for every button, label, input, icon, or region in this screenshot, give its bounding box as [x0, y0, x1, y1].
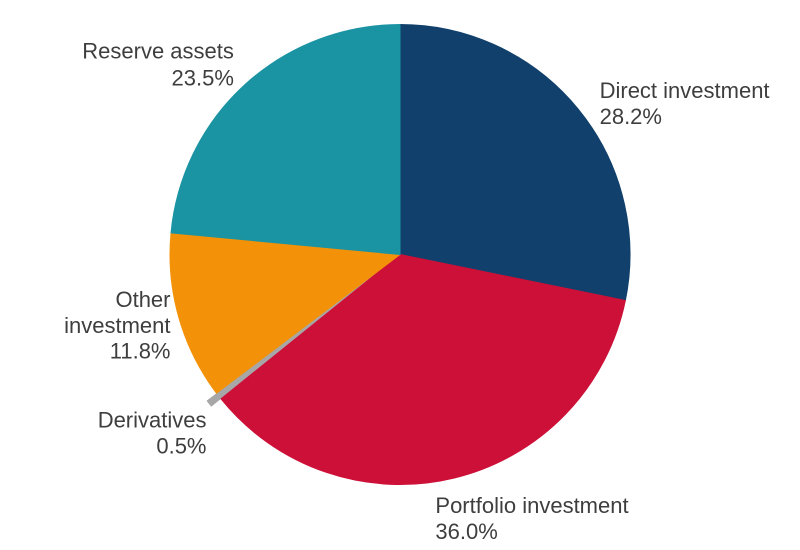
svg-text:28.2%: 28.2%: [600, 104, 662, 129]
svg-text:23.5%: 23.5%: [172, 65, 234, 90]
svg-text:Other: Other: [115, 287, 170, 312]
svg-text:11.8%: 11.8%: [110, 339, 171, 364]
svg-text:investment: investment: [64, 313, 170, 338]
svg-text:36.0%: 36.0%: [435, 519, 497, 544]
svg-text:0.5%: 0.5%: [156, 433, 206, 458]
svg-text:Portfolio investment: Portfolio investment: [435, 493, 628, 518]
svg-text:Reserve assets: Reserve assets: [82, 39, 234, 64]
svg-text:Derivatives: Derivatives: [98, 408, 207, 433]
svg-text:Direct investment: Direct investment: [600, 78, 770, 103]
